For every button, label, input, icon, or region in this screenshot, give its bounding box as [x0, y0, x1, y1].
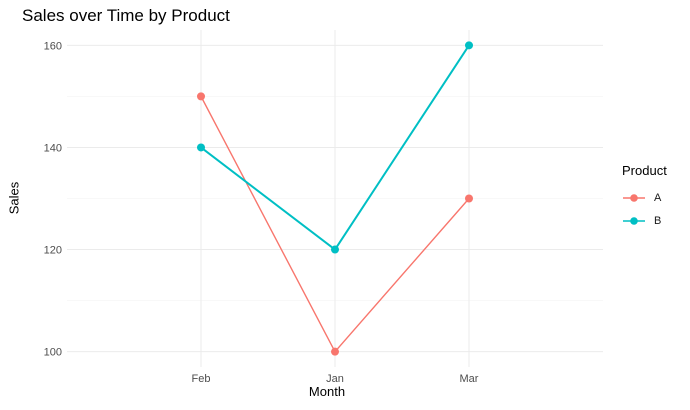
data-point-a: [465, 194, 473, 203]
data-point-b: [331, 245, 339, 254]
data-point-a: [331, 347, 339, 356]
legend-item-a: A: [622, 186, 667, 209]
y-axis-label: Sales: [6, 181, 22, 215]
y-tick-label: 120: [44, 245, 62, 257]
legend-title: Product: [622, 163, 667, 178]
x-axis-label: Month: [308, 384, 346, 399]
legend-key-a: [623, 193, 645, 202]
y-tick-label: 160: [44, 40, 62, 52]
legend-label-a: A: [654, 191, 662, 204]
data-point-b: [197, 143, 205, 152]
legend-label-b: B: [654, 214, 662, 227]
y-tick-label: 140: [44, 142, 62, 154]
y-tick-label: 100: [44, 347, 62, 359]
legend-item-b: B: [622, 209, 667, 232]
x-tick-label: Feb: [192, 373, 211, 385]
data-point-b: [465, 41, 473, 50]
x-tick-label: Jan: [326, 373, 344, 385]
data-point-a: [197, 92, 205, 101]
legend: Product A B: [622, 163, 667, 232]
x-tick-label: Mar: [460, 373, 479, 385]
legend-key-b: [623, 216, 645, 225]
chart-title: Sales over Time by Product: [22, 6, 230, 25]
